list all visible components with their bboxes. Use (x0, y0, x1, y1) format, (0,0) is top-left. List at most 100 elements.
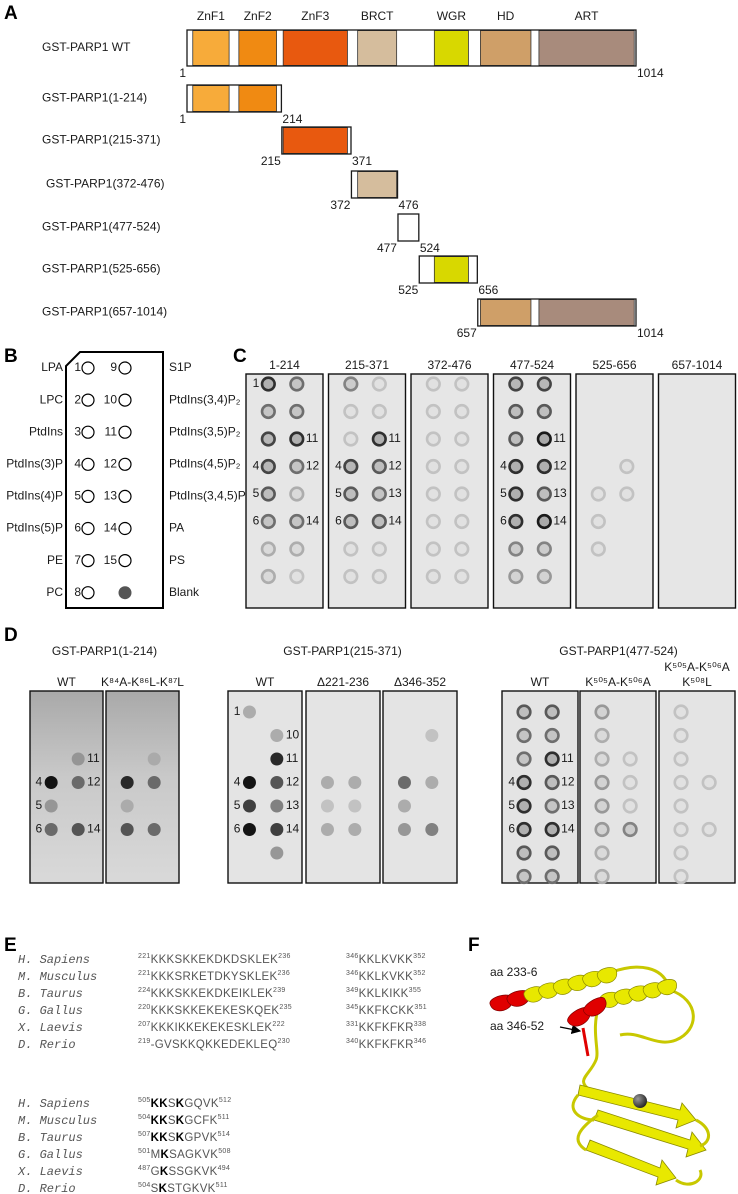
blot-spot (343, 486, 359, 502)
blot-spot (147, 752, 161, 766)
spot-number: 15 (104, 553, 118, 567)
sequence: 221KKKSRKETDKYSKLEK236 (138, 970, 290, 983)
construct-name: GST-PARP1(657-1014) (42, 305, 167, 319)
blot-spot (425, 776, 439, 789)
blot-spot (673, 751, 689, 767)
blot-spot (120, 823, 134, 836)
start-residue: 1 (179, 112, 186, 126)
start-residue: 372 (330, 198, 350, 212)
blot-title: 372-476 (427, 358, 471, 372)
residue-number: 352 (413, 970, 426, 977)
residue-number: 224 (138, 987, 151, 994)
sequence-text: K (159, 1183, 168, 1194)
construct-name: GST-PARP1(477-524) (42, 220, 161, 234)
blot-spot (536, 568, 552, 585)
residue-number: 487 (138, 1165, 151, 1172)
residue-number: 239 (273, 987, 286, 994)
blot-spot (622, 821, 638, 838)
blot-spot (289, 458, 305, 475)
species: D. Rerio (18, 1182, 76, 1194)
blot-spot (594, 751, 610, 767)
blot-membrane (245, 373, 324, 609)
panel-letter: D (4, 625, 18, 646)
lipid-name: LPA (41, 360, 63, 374)
sequence-text: KK (151, 1132, 169, 1144)
spot-number: 5 (508, 798, 515, 812)
spot-number: 14 (87, 822, 101, 836)
residue-number: 352 (413, 953, 426, 960)
spot-number: 4 (335, 459, 342, 473)
sequence-text: KKLKVKK (359, 954, 414, 966)
species: M. Musculus (18, 970, 97, 984)
lipid-name: S1P (169, 360, 192, 374)
spot-number: 6 (74, 521, 81, 535)
spot-number: 1 (253, 376, 260, 390)
lipid-name: PtdIns(4)P (6, 489, 63, 503)
blot-spot (594, 704, 610, 720)
blot-title: 525-656 (592, 358, 636, 372)
blot-spot (673, 704, 689, 720)
spot-number: 13 (553, 486, 567, 500)
blot-spot (516, 774, 532, 791)
blot-name: WT (256, 675, 275, 689)
blot-spot (544, 774, 560, 791)
blot-spot (44, 776, 58, 789)
protein-structure (489, 965, 710, 1186)
blot-spot (270, 846, 284, 860)
sequence: 487GKSSGKVK494 (138, 1165, 230, 1178)
spot-number: 11 (388, 431, 401, 445)
residue-number: 511 (216, 1182, 228, 1189)
spot (118, 553, 132, 568)
blot-spot (289, 376, 305, 392)
residue-number: 236 (277, 970, 290, 977)
end-residue: 1014 (637, 326, 664, 340)
sequence-text: KKLKVKK (359, 971, 414, 983)
end-residue: 524 (420, 241, 440, 255)
domain-label: HD (497, 9, 515, 23)
lipid-name: PS (169, 553, 185, 567)
spot-number: 4 (234, 775, 241, 789)
blot-spot (673, 845, 689, 861)
blot-spot (371, 403, 387, 420)
blot-spot (673, 774, 689, 791)
blot-spot (454, 486, 470, 502)
spot-number: 5 (500, 486, 507, 500)
spot-number: 7 (74, 553, 81, 567)
domain (433, 256, 469, 283)
sequence-text: KKKSKKEKDKDSKLEK (151, 954, 279, 966)
sequence-text: GCFK (184, 1115, 217, 1127)
domain (282, 127, 348, 154)
construct-box (350, 170, 399, 199)
blot-spot (536, 541, 552, 557)
spot-number: 14 (553, 514, 567, 528)
helix-turn (596, 967, 617, 984)
sequence-text: KKFKCKK (359, 1005, 415, 1017)
blot-spot (371, 376, 387, 392)
sequence-text: G (151, 1166, 160, 1178)
blot-spot (516, 727, 532, 744)
residue-number: 345 (346, 1004, 359, 1011)
sequence-text: -GVSKKQKKEDEKLEQ (151, 1039, 278, 1051)
loop (619, 988, 695, 1044)
blot-spot (516, 868, 532, 885)
spot-number: 6 (335, 514, 342, 528)
residue-number: 511 (218, 1114, 230, 1121)
blot-spot (371, 431, 387, 447)
blot-name: Δ346-352 (394, 675, 446, 689)
sequence: 331KKFKFKR338 (346, 1021, 426, 1034)
sequence: 207KKKIKKEKEKESKLEK222 (138, 1021, 285, 1034)
arrow (559, 1024, 582, 1035)
blot-title: 215-371 (345, 358, 389, 372)
blot-spot (425, 486, 441, 502)
blot-spot (516, 704, 532, 720)
blot-spot (544, 704, 560, 720)
blot-spot (425, 568, 441, 585)
red-loop (581, 1027, 590, 1057)
blot (658, 690, 736, 885)
blot-spot (289, 568, 305, 585)
spot (118, 489, 132, 503)
spot (118, 393, 132, 407)
sequence: 349KKLKIKK355 (346, 987, 421, 1000)
residue-number: 340 (346, 1038, 359, 1045)
